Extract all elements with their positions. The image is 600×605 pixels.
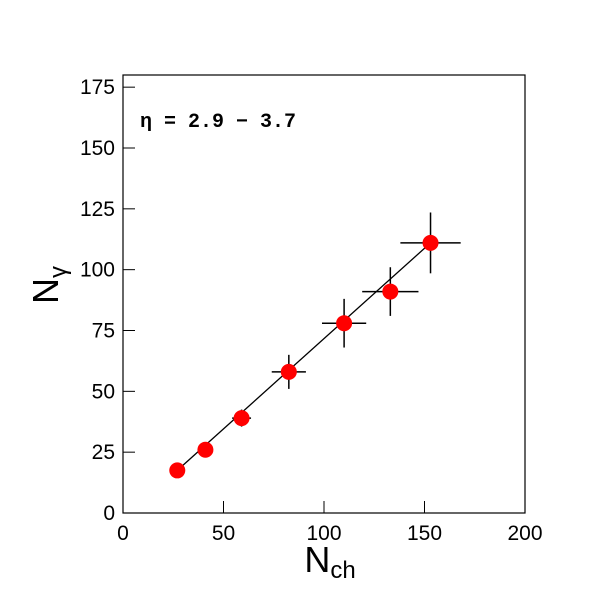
- data-point: [382, 283, 399, 300]
- annotation: η = 2.9 − 3.7: [140, 111, 296, 134]
- y-tick-label: 125: [80, 198, 115, 221]
- y-tick-label: 0: [103, 502, 115, 525]
- x-label-main: N: [304, 539, 330, 580]
- y-tick-label: 100: [80, 259, 115, 282]
- x-axis-label: Nch: [304, 539, 355, 584]
- y-tick-label: 150: [80, 137, 115, 160]
- x-tick-label: 150: [407, 522, 442, 545]
- plot-frame: [122, 74, 526, 514]
- y-label-main: N: [25, 278, 66, 304]
- data-point: [336, 315, 353, 332]
- y-tick-label: 75: [92, 320, 115, 343]
- x-tick-label: 0: [117, 522, 129, 545]
- data-point: [422, 234, 439, 251]
- x-tick-label: 100: [306, 522, 341, 545]
- y-tick-label: 25: [92, 441, 115, 464]
- data-point: [233, 410, 250, 427]
- y-label-sub: γ: [45, 266, 72, 278]
- y-tick-label: 175: [80, 76, 115, 99]
- data-point: [169, 462, 186, 479]
- y-axis-label: Nγ: [25, 266, 72, 304]
- fit-line: [176, 242, 431, 471]
- data-point: [280, 363, 297, 380]
- data-point: [197, 441, 214, 458]
- x-tick-label: 200: [507, 522, 542, 545]
- x-label-sub: ch: [330, 557, 355, 584]
- y-tick-label: 50: [92, 380, 115, 403]
- x-tick-label: 50: [212, 522, 235, 545]
